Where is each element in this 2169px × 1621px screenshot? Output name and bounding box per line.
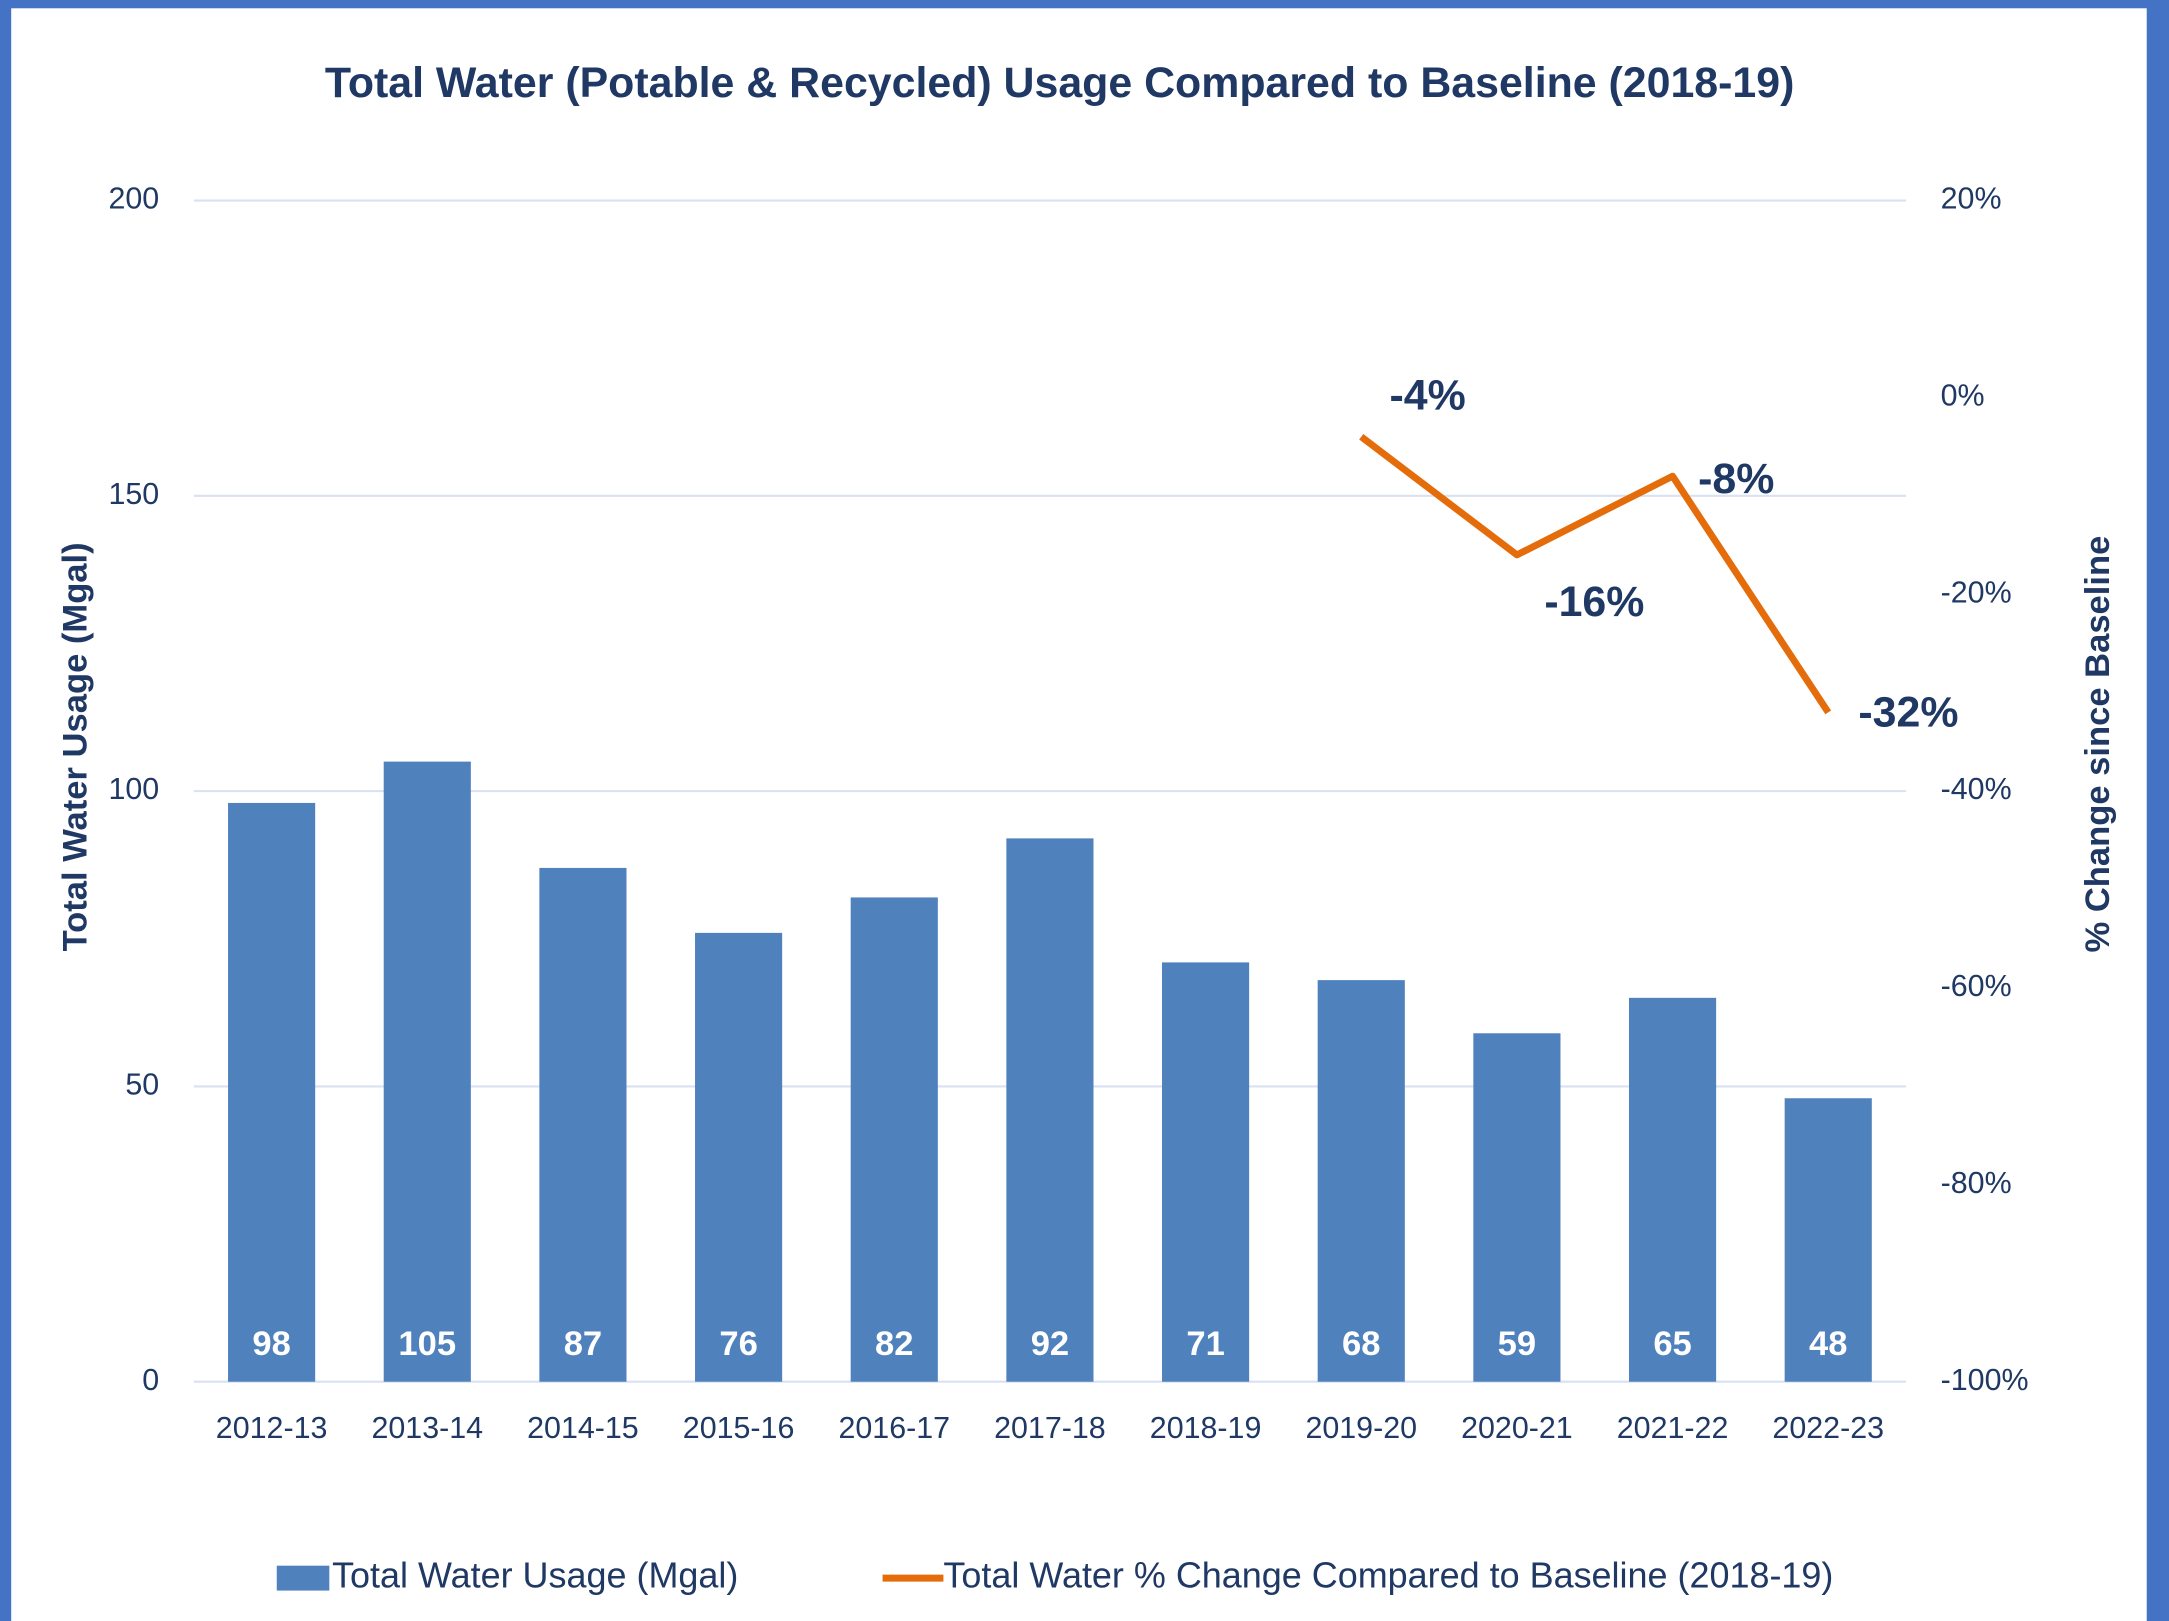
line-value-label: -8% bbox=[1698, 455, 1774, 503]
y2-tick-label: 20% bbox=[1941, 182, 2002, 216]
bar-value-label: 92 bbox=[1031, 1325, 1069, 1363]
y2-tick-label: -80% bbox=[1941, 1166, 2012, 1200]
bar-value-label: 48 bbox=[1809, 1325, 1847, 1363]
x-tick-label: 2015-16 bbox=[683, 1411, 795, 1445]
x-tick-label: 2020-21 bbox=[1461, 1411, 1573, 1445]
chart-title: Total Water (Potable & Recycled) Usage C… bbox=[325, 59, 1795, 107]
x-tick-label: 2014-15 bbox=[527, 1411, 639, 1445]
bar-value-label: 71 bbox=[1186, 1325, 1224, 1363]
y2-tick-label: -100% bbox=[1941, 1363, 2029, 1397]
x-tick-label: 2017-18 bbox=[994, 1411, 1106, 1445]
bar-value-label: 59 bbox=[1498, 1325, 1536, 1363]
y2-tick-label: -40% bbox=[1941, 772, 2012, 806]
bar-value-label: 76 bbox=[719, 1325, 757, 1363]
y2-tick-label: -60% bbox=[1941, 969, 2012, 1003]
x-tick-label: 2019-20 bbox=[1305, 1411, 1417, 1445]
x-tick-label: 2012-13 bbox=[216, 1411, 328, 1445]
y2-tick-label: 0% bbox=[1941, 378, 1985, 412]
y-axis-title: Total Water Usage (Mgal) bbox=[57, 542, 95, 951]
bar-value-label: 87 bbox=[564, 1325, 602, 1363]
y-tick-label: 0 bbox=[142, 1363, 159, 1397]
y-tick-label: 150 bbox=[108, 477, 159, 511]
y2-axis-title: % Change since Baseline bbox=[2079, 536, 2117, 953]
x-tick-label: 2018-19 bbox=[1150, 1411, 1262, 1445]
bar bbox=[383, 761, 471, 1382]
bar-value-label: 82 bbox=[875, 1325, 913, 1363]
bar bbox=[850, 897, 938, 1382]
y-tick-label: 100 bbox=[108, 772, 159, 806]
line-value-label: -16% bbox=[1544, 578, 1644, 626]
bar bbox=[695, 932, 783, 1382]
bar bbox=[539, 867, 627, 1382]
bar-value-label: 65 bbox=[1653, 1325, 1691, 1363]
bar bbox=[1784, 1098, 1872, 1382]
line bbox=[1359, 434, 1832, 715]
line-value-label: -4% bbox=[1390, 371, 1466, 419]
bar bbox=[1162, 962, 1250, 1382]
bar bbox=[1629, 997, 1717, 1382]
legend-label: Total Water % Change Compared to Baselin… bbox=[943, 1555, 1833, 1596]
bar bbox=[228, 802, 316, 1382]
x-tick-label: 2016-17 bbox=[838, 1411, 950, 1445]
legend-label: Total Water Usage (Mgal) bbox=[332, 1555, 738, 1596]
bar bbox=[1317, 980, 1405, 1382]
y-tick-label: 50 bbox=[125, 1067, 159, 1101]
legend-swatch bbox=[276, 1565, 330, 1591]
y2-tick-label: -20% bbox=[1941, 575, 2012, 609]
bar-value-label: 68 bbox=[1342, 1325, 1380, 1363]
bar-value-label: 105 bbox=[398, 1325, 456, 1363]
bar bbox=[1473, 1033, 1561, 1382]
y-tick-label: 200 bbox=[108, 182, 159, 216]
bar bbox=[1006, 838, 1094, 1382]
bar-value-label: 98 bbox=[252, 1325, 290, 1363]
x-tick-label: 2013-14 bbox=[371, 1411, 483, 1445]
line-value-label: -32% bbox=[1858, 688, 1958, 736]
x-tick-label: 2021-22 bbox=[1617, 1411, 1729, 1445]
x-tick-label: 2022-23 bbox=[1772, 1411, 1884, 1445]
